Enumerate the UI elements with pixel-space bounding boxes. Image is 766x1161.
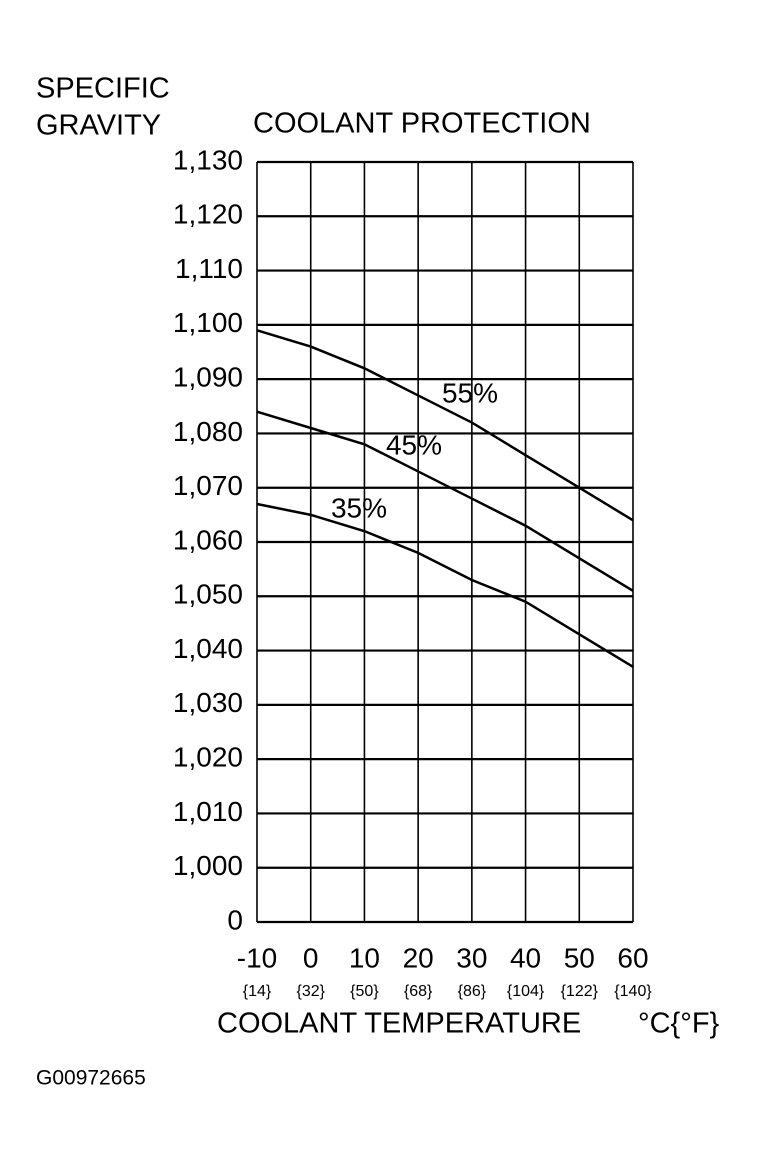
series-label: 35%: [331, 492, 387, 523]
x-tick-secondary-label: {140}: [614, 983, 652, 1000]
x-tick-label: 50: [564, 942, 595, 973]
y-tick-label: 1,100: [173, 307, 243, 338]
x-tick-label: 0: [303, 942, 319, 973]
series-line: [256, 410, 634, 592]
x-tick-secondary-label: {122}: [561, 983, 599, 1000]
x-tick-label: 40: [510, 942, 541, 973]
y-tick-label: 1,110: [175, 253, 243, 284]
x-tick-secondary-label: {68}: [404, 983, 433, 1000]
x-axis-unit: °C{°F}: [638, 1008, 720, 1040]
x-tick-secondary-label: {32}: [296, 983, 325, 1000]
y-tick-label: 1,000: [173, 850, 243, 881]
x-tick-label: 10: [349, 942, 380, 973]
x-tick-label: 30: [456, 942, 487, 973]
y-tick-label: 1,080: [173, 416, 243, 447]
y-tick-label: 1,130: [173, 144, 243, 175]
x-tick-label: -10: [237, 942, 277, 973]
x-tick-secondary-label: {50}: [350, 983, 379, 1000]
y-tick-label: 1,090: [173, 362, 243, 393]
y-tick-label: 1,060: [173, 524, 243, 555]
x-tick-secondary-label: {86}: [458, 983, 487, 1000]
y-tick-label: 1,010: [173, 796, 243, 827]
series-label: 55%: [442, 377, 498, 408]
y-tick-label: 1,050: [173, 579, 243, 610]
y-tick-label: 1,030: [173, 687, 243, 718]
y-tick-label: 0: [227, 904, 243, 935]
x-axis-label: COOLANT TEMPERATURE: [217, 1008, 581, 1040]
y-tick-label: 1,040: [173, 633, 243, 664]
chart-title: COOLANT PROTECTION: [253, 108, 591, 140]
series-label: 45%: [386, 429, 442, 460]
y-tick-label: 1,070: [173, 470, 243, 501]
x-tick-secondary-label: {14}: [243, 983, 272, 1000]
x-tick-label: 60: [617, 942, 648, 973]
y-tick-label: 1,120: [173, 199, 243, 230]
series-line: [256, 329, 634, 522]
y-axis-label: SPECIFIC: [36, 73, 170, 105]
x-tick-secondary-label: {104}: [507, 983, 545, 1000]
y-tick-label: 1,020: [173, 742, 243, 773]
figure-id: G00972665: [36, 1067, 146, 1090]
x-tick-label: 20: [403, 942, 434, 973]
series-line: [256, 502, 634, 668]
y-axis-label: GRAVITY: [36, 110, 161, 142]
